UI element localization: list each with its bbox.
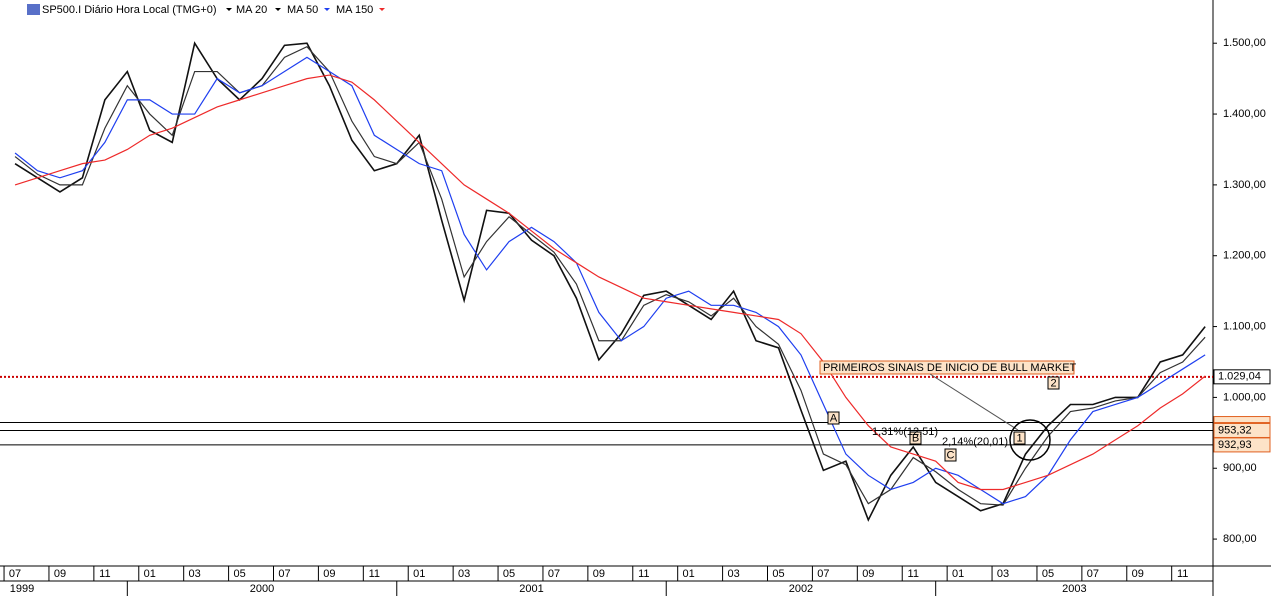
x-tick-label: 09: [862, 568, 874, 580]
x-tick-label: 03: [458, 568, 470, 580]
x-tick-label: 07: [817, 568, 829, 580]
legend-entry: MA 50: [287, 4, 318, 16]
year-label: 2002: [789, 583, 813, 595]
x-tick-label: 11: [369, 568, 380, 580]
x-tick-label: 03: [997, 568, 1009, 580]
annotation: 1: [1016, 432, 1022, 444]
x-tick-label: 01: [683, 568, 695, 580]
dropdown-arrow: [379, 8, 385, 11]
y-tick-label: 1.400,00: [1223, 108, 1266, 120]
chart-title: SP500.I Diário Hora Local (TMG+0): [42, 4, 217, 16]
dropdown-arrow: [226, 8, 232, 11]
year-label: 2003: [1062, 583, 1086, 595]
annotation-box: [1047, 376, 1060, 390]
x-tick-label: 07: [1087, 568, 1099, 580]
year-label: 1999: [10, 583, 34, 595]
level-label: 1.029,04: [1218, 371, 1261, 383]
x-tick-label: 07: [9, 568, 21, 580]
y-tick-label: 1.100,00: [1223, 320, 1266, 332]
y-tick-label: 800,00: [1223, 533, 1257, 545]
x-tick-label: 01: [952, 568, 964, 580]
annotation: PRIMEIROS SINAIS DE INICIO DE BULL MARKE…: [823, 362, 1077, 374]
x-tick-label: 07: [548, 568, 560, 580]
series-line: [14, 41, 1206, 522]
x-tick-label: 09: [323, 568, 335, 580]
x-tick-label: 11: [1177, 568, 1188, 580]
legend-entry: MA 20: [236, 4, 267, 16]
annotation: 2,14%(20,01): [942, 436, 1008, 448]
annotation-box: [944, 448, 957, 462]
level-label: 932,93: [1218, 439, 1252, 451]
annotation-box: [827, 411, 840, 425]
y-tick-label: 1.200,00: [1223, 250, 1266, 262]
year-label: 2001: [519, 583, 543, 595]
x-tick-label: 01: [413, 568, 425, 580]
x-tick-label: 03: [727, 568, 739, 580]
x-tick-label: 05: [503, 568, 515, 580]
annotation-box: [819, 360, 1075, 375]
year-label: 2000: [250, 583, 274, 595]
dropdown-arrow: [275, 8, 281, 11]
level-label-box: [1213, 437, 1271, 453]
annotation-box: [1013, 431, 1026, 445]
x-tick-label: 09: [54, 568, 66, 580]
x-tick-label: 11: [908, 568, 919, 580]
annotation-leader: [929, 373, 1019, 431]
x-tick-label: 11: [99, 568, 110, 580]
x-tick-label: 07: [278, 568, 290, 580]
x-tick-label: 09: [1132, 568, 1144, 580]
annotation: B: [912, 432, 919, 444]
y-tick-label: 900,00: [1223, 462, 1257, 474]
annotation-box: [909, 431, 922, 445]
annotation: 1,31%(12,51): [872, 426, 938, 438]
series-line: [14, 56, 1206, 505]
y-tick-label: 1.300,00: [1223, 179, 1266, 191]
x-tick-label: 05: [233, 568, 245, 580]
x-tick-label: 05: [1042, 568, 1054, 580]
level-label-box: [1213, 416, 1271, 424]
annotation: A: [830, 412, 838, 424]
dropdown-arrow: [324, 8, 330, 11]
y-tick-label: 1.000,00: [1223, 391, 1266, 403]
x-tick-label: 11: [638, 568, 649, 580]
legend-entry: MA 150: [336, 4, 373, 16]
level-label: 953,32: [1218, 424, 1252, 436]
x-tick-label: 09: [593, 568, 605, 580]
series-line: [14, 46, 1206, 506]
annotation: 2: [1050, 377, 1056, 389]
x-tick-label: 01: [144, 568, 156, 580]
x-tick-label: 03: [189, 568, 201, 580]
level-label-box: [1213, 369, 1271, 385]
cfd-icon: [27, 4, 40, 15]
y-tick-label: 1.500,00: [1223, 37, 1266, 49]
annotation-circle: [1009, 419, 1051, 461]
annotation: C: [947, 449, 955, 461]
x-tick-label: 05: [772, 568, 784, 580]
series-line: [14, 74, 1206, 491]
